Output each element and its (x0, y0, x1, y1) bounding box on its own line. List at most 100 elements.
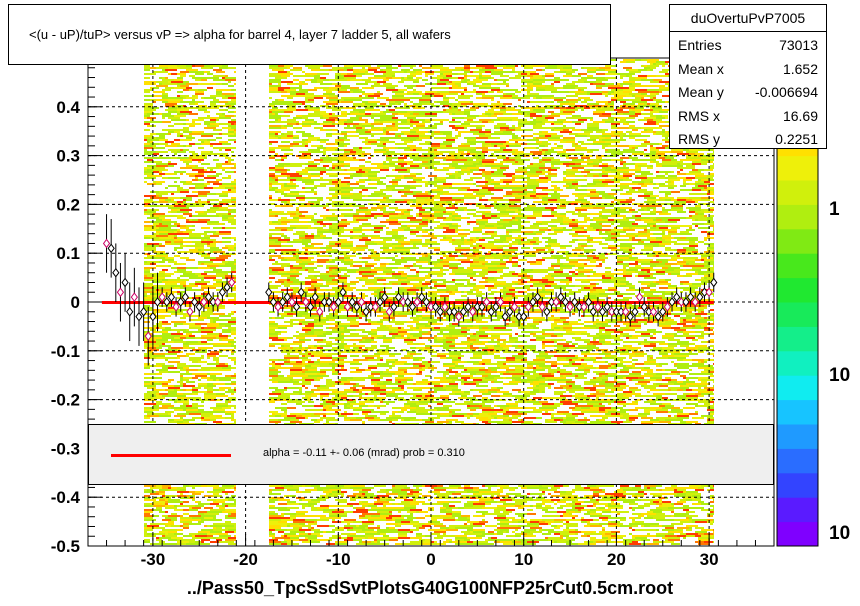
heat-cell (608, 85, 620, 87)
heat-cell (216, 173, 222, 175)
heat-cell (641, 179, 653, 181)
heat-cell (599, 211, 605, 213)
heat-cell (320, 147, 326, 149)
heat-cell (443, 163, 449, 165)
heat-cell (632, 109, 644, 111)
heat-cell (479, 93, 482, 95)
heat-cell (180, 297, 183, 299)
heat-cell (491, 167, 500, 169)
heat-cell (144, 135, 150, 137)
heat-cell (485, 165, 497, 167)
heat-cell (225, 383, 231, 385)
heat-cell (437, 119, 449, 121)
heat-cell (207, 383, 213, 385)
heat-cell (269, 115, 281, 117)
heat-cell (189, 143, 195, 145)
heat-cell (527, 93, 530, 95)
heat-cell (177, 357, 180, 359)
heat-cell (177, 397, 189, 399)
heat-cell (231, 351, 234, 353)
heat-cell (165, 349, 171, 351)
heat-cell (144, 209, 147, 211)
heat-cell (186, 123, 192, 125)
heat-cell (542, 169, 545, 171)
heat-cell (153, 505, 165, 507)
heat-cell (425, 159, 434, 161)
heat-cell (506, 183, 509, 185)
heat-cell (156, 413, 168, 415)
heat-cell (174, 153, 177, 155)
heat-cell (332, 213, 335, 215)
heat-cell (527, 89, 533, 91)
heat-cell (198, 117, 210, 119)
heat-cell (572, 143, 575, 145)
heat-cell (557, 199, 566, 201)
heat-cell (147, 117, 156, 119)
heat-cell (222, 183, 234, 185)
heat-cell (641, 93, 647, 95)
heat-cell (168, 521, 171, 523)
heat-cell (225, 263, 234, 265)
heat-cell (620, 137, 623, 139)
heat-cell (234, 387, 236, 389)
heat-cell (557, 207, 566, 209)
heat-cell (689, 197, 701, 199)
heat-cell (431, 65, 440, 67)
heat-cell (216, 213, 228, 215)
heat-cell (183, 389, 186, 391)
heat-cell (404, 107, 407, 109)
heat-cell (311, 115, 323, 117)
heat-cell (332, 121, 335, 123)
heat-cell (419, 65, 422, 67)
heat-cell (165, 411, 174, 413)
heat-cell (180, 337, 186, 339)
heat-cell (578, 133, 590, 135)
heat-cell (542, 189, 551, 191)
heat-cell (473, 105, 482, 107)
heat-cell (665, 195, 668, 197)
heat-cell (159, 285, 171, 287)
heat-cell (569, 91, 575, 93)
heat-cell (443, 109, 446, 111)
heat-cell (204, 111, 210, 113)
heat-cell (302, 163, 305, 165)
heat-cell (413, 111, 422, 113)
heat-cell (204, 271, 210, 273)
heat-cell (287, 107, 296, 109)
heat-cell (518, 119, 527, 121)
heat-cell (533, 213, 542, 215)
heat-cell (183, 383, 186, 385)
heat-cell (587, 193, 599, 195)
heat-cell (168, 351, 180, 353)
heat-cell (692, 169, 698, 171)
heat-cell (374, 67, 380, 69)
heat-cell (473, 215, 482, 217)
heat-cell (437, 177, 446, 179)
heat-cell (491, 197, 503, 199)
heat-cell (296, 137, 299, 139)
heat-cell (599, 185, 605, 187)
heat-cell (551, 181, 563, 183)
heat-cell (198, 409, 201, 411)
heat-cell (174, 261, 177, 263)
heat-cell (302, 117, 308, 119)
heat-cell (225, 75, 228, 77)
heat-cell (275, 191, 278, 193)
heat-cell (153, 497, 162, 499)
heat-cell (434, 101, 437, 103)
heat-cell (437, 101, 449, 103)
heat-cell (368, 67, 374, 69)
heat-cell (677, 211, 686, 213)
heat-cell (524, 169, 527, 171)
heat-cell (186, 369, 198, 371)
heat-cell (542, 161, 545, 163)
heat-cell (425, 91, 437, 93)
heat-cell (404, 187, 416, 189)
heat-cell (464, 157, 476, 159)
heat-cell (216, 533, 228, 535)
heat-cell (192, 251, 204, 253)
heat-cell (144, 357, 150, 359)
heat-cell (665, 193, 671, 195)
heat-cell (689, 149, 698, 151)
heat-cell (653, 63, 656, 65)
